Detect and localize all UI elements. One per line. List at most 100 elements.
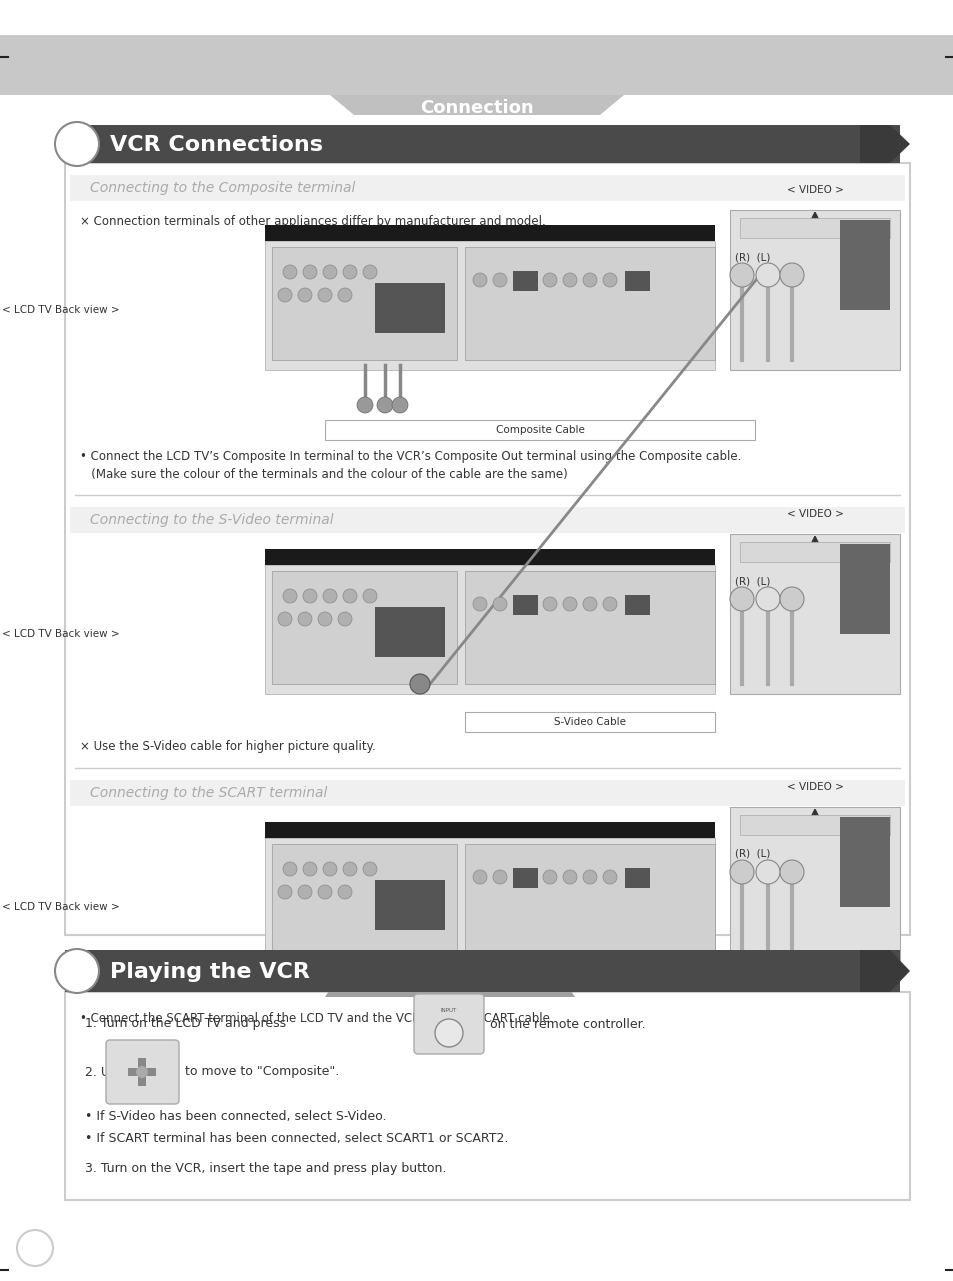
Circle shape [337,612,352,626]
Bar [70,780,904,806]
Circle shape [542,273,557,287]
Circle shape [493,273,506,287]
Bar [265,225,714,241]
Circle shape [602,597,617,611]
Bar [70,507,904,533]
Circle shape [755,263,780,287]
Circle shape [363,862,376,876]
Circle shape [303,862,316,876]
Circle shape [283,265,296,279]
Bar [513,594,537,615]
Circle shape [493,870,506,884]
Text: × Connection terminals of other appliances differ by manufacturer and model.: × Connection terminals of other applianc… [80,215,545,228]
Bar [265,822,714,838]
Bar [265,838,714,967]
Circle shape [755,587,780,611]
Bar [70,175,904,201]
Bar [375,607,444,657]
Polygon shape [859,126,909,163]
Circle shape [337,288,352,302]
Circle shape [582,597,597,611]
Circle shape [729,860,753,884]
Bar [513,869,537,888]
Bar [740,815,889,835]
Text: • If S-Video has been connected, select S-Video.: • If S-Video has been connected, select … [85,1111,386,1123]
Circle shape [303,589,316,603]
Text: < VIDEO >: < VIDEO > [785,184,842,195]
Circle shape [410,674,430,694]
Circle shape [473,870,486,884]
Circle shape [343,862,356,876]
Bar [138,1058,146,1086]
Circle shape [297,885,312,899]
Circle shape [297,288,312,302]
Circle shape [303,265,316,279]
Circle shape [277,612,292,626]
Bar [375,283,444,333]
Text: (R)  (L): (R) (L) [734,252,770,263]
Bar [65,163,909,935]
Bar [740,218,889,238]
Bar [740,542,889,562]
Bar [272,844,456,957]
Bar [272,571,456,684]
Text: 1. Turn on the LCD TV and press: 1. Turn on the LCD TV and press [85,1017,286,1030]
Circle shape [435,1018,462,1047]
Circle shape [55,949,99,993]
Circle shape [337,885,352,899]
Text: < LCD TV Back view >: < LCD TV Back view > [2,902,120,912]
Bar [840,220,889,310]
Circle shape [343,589,356,603]
Text: (R)  (L): (R) (L) [734,849,770,860]
Circle shape [602,870,617,884]
Circle shape [582,273,597,287]
Text: S-Video Cable: S-Video Cable [554,717,625,728]
Bar [0,0,953,35]
Text: • If SCART terminal has been connected, select SCART1 or SCART2.: • If SCART terminal has been connected, … [85,1132,508,1145]
Circle shape [729,587,753,611]
Circle shape [323,862,336,876]
Bar [464,247,714,360]
Text: (R)  (L): (R) (L) [734,576,770,585]
Text: Connection: Connection [419,99,534,117]
Circle shape [562,597,577,611]
Polygon shape [859,951,909,991]
Circle shape [392,397,408,412]
Circle shape [17,1230,53,1266]
Text: < VIDEO >: < VIDEO > [785,509,842,519]
Text: VCR Connections: VCR Connections [110,135,323,155]
Text: Connecting to the Composite terminal: Connecting to the Composite terminal [90,181,355,195]
Circle shape [283,862,296,876]
Polygon shape [330,95,623,115]
Circle shape [317,612,332,626]
Text: (Make sure the colour of the terminals and the colour of the cable are the same): (Make sure the colour of the terminals a… [80,468,567,480]
Text: Connecting to the SCART terminal: Connecting to the SCART terminal [90,787,327,801]
Bar [464,571,714,684]
Circle shape [356,397,373,412]
Bar [624,594,649,615]
Circle shape [729,263,753,287]
Text: • Connect the LCD TV’s Composite In terminal to the VCR’s Composite Out terminal: • Connect the LCD TV’s Composite In term… [80,450,740,462]
Circle shape [493,597,506,611]
Circle shape [343,265,356,279]
Bar [325,420,754,439]
Circle shape [136,1066,148,1079]
Bar [272,247,456,360]
Text: INPUT: INPUT [440,1007,456,1012]
Bar [464,712,714,731]
Text: 14: 14 [27,1241,44,1254]
Text: × Use the S-Video cable for higher picture quality.: × Use the S-Video cable for higher pictu… [80,740,375,753]
Polygon shape [325,967,575,997]
Text: < LCD TV Back view >: < LCD TV Back view > [2,305,120,315]
Bar [0,35,953,95]
FancyBboxPatch shape [106,1040,179,1104]
Bar [729,210,899,370]
Bar [128,1068,156,1076]
Bar [65,126,899,163]
Text: Connecting to the S-Video terminal: Connecting to the S-Video terminal [90,512,334,526]
Circle shape [297,612,312,626]
Text: • Connect the SCART terminal of the LCD TV and the VCR with the SCART cable.: • Connect the SCART terminal of the LCD … [80,1012,553,1025]
Bar [65,991,909,1200]
Circle shape [602,273,617,287]
Bar [513,272,537,291]
